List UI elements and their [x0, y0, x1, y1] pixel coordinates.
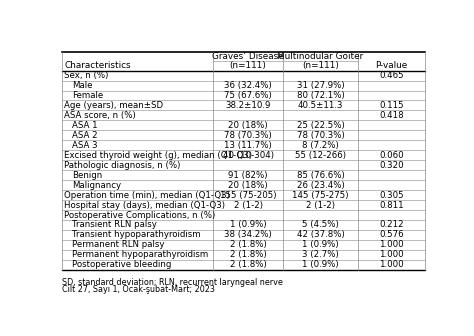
Text: 1 (0.9%): 1 (0.9%)	[230, 220, 266, 229]
Text: 38.2±10.9: 38.2±10.9	[225, 101, 271, 110]
Text: 13 (11.7%): 13 (11.7%)	[224, 141, 272, 150]
Text: 0.465: 0.465	[379, 71, 403, 80]
Text: 0.305: 0.305	[379, 191, 403, 200]
Text: Operation time (min), median (Q1-Q3): Operation time (min), median (Q1-Q3)	[64, 191, 230, 200]
Text: 91 (82%): 91 (82%)	[228, 171, 268, 180]
Text: 20 (18%): 20 (18%)	[228, 181, 268, 190]
Text: ASA 3: ASA 3	[72, 141, 98, 150]
Text: 0.060: 0.060	[379, 151, 403, 160]
Text: 2 (1.8%): 2 (1.8%)	[229, 250, 266, 259]
Text: 85 (76.6%): 85 (76.6%)	[297, 171, 345, 180]
Text: 80 (72.1%): 80 (72.1%)	[297, 91, 345, 100]
Text: 55 (12-266): 55 (12-266)	[295, 151, 346, 160]
Text: 1.000: 1.000	[379, 250, 403, 259]
Text: 1 (0.9%): 1 (0.9%)	[302, 240, 339, 249]
Text: Postoperative Complications, n (%): Postoperative Complications, n (%)	[64, 211, 215, 219]
Text: 75 (67.6%): 75 (67.6%)	[224, 91, 272, 100]
Text: (n=111): (n=111)	[302, 61, 339, 71]
Text: 1.000: 1.000	[379, 260, 403, 269]
Text: Transient hypoparathyroidism: Transient hypoparathyroidism	[72, 230, 201, 240]
Text: 40.5±11.3: 40.5±11.3	[298, 101, 343, 110]
Text: 1.000: 1.000	[379, 240, 403, 249]
Text: 3 (2.7%): 3 (2.7%)	[302, 250, 339, 259]
Text: Characteristics: Characteristics	[64, 61, 131, 71]
Text: 2 (1.8%): 2 (1.8%)	[229, 240, 266, 249]
Text: ASA 2: ASA 2	[72, 131, 98, 140]
Text: (n=111): (n=111)	[229, 61, 266, 71]
Text: Benign: Benign	[72, 171, 102, 180]
Text: Excised thyroid weight (g), median (Q1-Q3): Excised thyroid weight (g), median (Q1-Q…	[64, 151, 252, 160]
Text: Permanent RLN palsy: Permanent RLN palsy	[72, 240, 164, 249]
Text: 2 (1-2): 2 (1-2)	[234, 201, 263, 210]
Text: 78 (70.3%): 78 (70.3%)	[297, 131, 345, 140]
Text: 2 (1-2): 2 (1-2)	[306, 201, 335, 210]
Text: Age (years), mean±SD: Age (years), mean±SD	[64, 101, 163, 110]
Text: 36 (32.4%): 36 (32.4%)	[224, 81, 272, 90]
Text: Permanent hypoparathyroidism: Permanent hypoparathyroidism	[72, 250, 208, 259]
Text: 0.115: 0.115	[379, 101, 403, 110]
Text: 0.418: 0.418	[379, 111, 403, 120]
Text: P-value: P-value	[375, 61, 407, 71]
Text: 0.811: 0.811	[379, 201, 403, 210]
Text: Malignancy: Malignancy	[72, 181, 121, 190]
Text: Transient RLN palsy: Transient RLN palsy	[72, 220, 157, 229]
Text: ASA 1: ASA 1	[72, 121, 98, 130]
Text: 0.576: 0.576	[379, 230, 403, 240]
Text: 42 (37.8%): 42 (37.8%)	[297, 230, 345, 240]
Text: SD, standard deviation; RLN, recurrent laryngeal nerve: SD, standard deviation; RLN, recurrent l…	[62, 278, 283, 287]
Text: 155 (75-205): 155 (75-205)	[220, 191, 276, 200]
Text: Pathologic diagnosis, n (%): Pathologic diagnosis, n (%)	[64, 161, 181, 170]
Text: 26 (23.4%): 26 (23.4%)	[297, 181, 345, 190]
Text: 31 (27.9%): 31 (27.9%)	[297, 81, 344, 90]
Text: ASA score, n (%): ASA score, n (%)	[64, 111, 136, 120]
Text: Multinodular Goiter: Multinodular Goiter	[277, 52, 364, 61]
Text: 25 (22.5%): 25 (22.5%)	[297, 121, 345, 130]
Text: 8 (7.2%): 8 (7.2%)	[302, 141, 339, 150]
Text: 0.212: 0.212	[379, 220, 403, 229]
Text: 38 (34.2%): 38 (34.2%)	[224, 230, 272, 240]
Text: 145 (75-275): 145 (75-275)	[292, 191, 349, 200]
Text: Hospital stay (days), median (Q1-Q3): Hospital stay (days), median (Q1-Q3)	[64, 201, 225, 210]
Text: Female: Female	[72, 91, 103, 100]
Text: Sex, n (%): Sex, n (%)	[64, 71, 109, 80]
Text: 40 (10-304): 40 (10-304)	[222, 151, 273, 160]
Text: Cilt 27, Sayı 1, Ocak-şubat-Mart; 2023: Cilt 27, Sayı 1, Ocak-şubat-Mart; 2023	[62, 285, 215, 294]
Text: 78 (70.3%): 78 (70.3%)	[224, 131, 272, 140]
Text: 0.320: 0.320	[379, 161, 403, 170]
Text: Male: Male	[72, 81, 92, 90]
Text: 2 (1.8%): 2 (1.8%)	[229, 260, 266, 269]
Text: Postoperative bleeding: Postoperative bleeding	[72, 260, 172, 269]
Text: 1 (0.9%): 1 (0.9%)	[302, 260, 339, 269]
Text: Graves’ Disease: Graves’ Disease	[212, 52, 284, 61]
Text: 20 (18%): 20 (18%)	[228, 121, 268, 130]
Text: 5 (4.5%): 5 (4.5%)	[302, 220, 339, 229]
